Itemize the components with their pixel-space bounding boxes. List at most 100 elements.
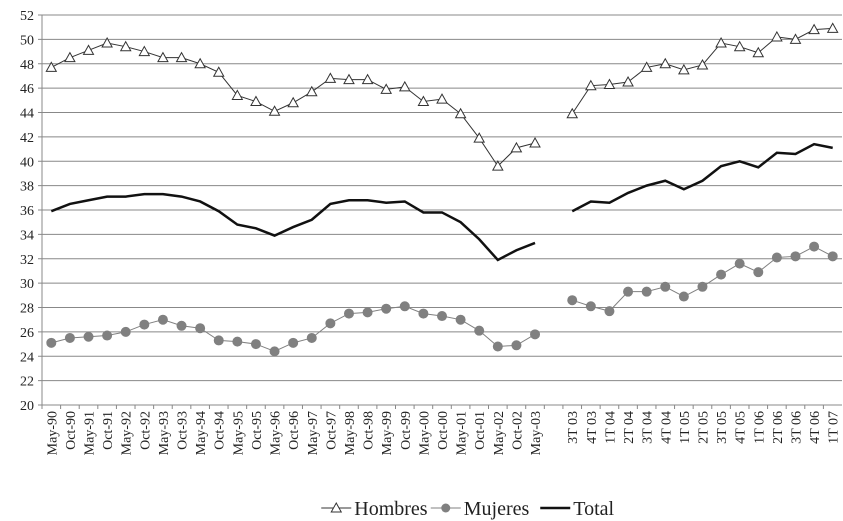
legend-marker bbox=[330, 501, 343, 513]
marker bbox=[492, 341, 503, 352]
x-tick-label: 3T 06 bbox=[789, 411, 804, 444]
marker bbox=[361, 73, 374, 85]
legend-label: Mujeres bbox=[464, 498, 530, 520]
marker bbox=[157, 51, 169, 63]
marker bbox=[176, 320, 187, 331]
y-tick-label: 24 bbox=[20, 350, 34, 365]
marker bbox=[530, 329, 541, 340]
x-tick-label: May-96 bbox=[269, 411, 284, 455]
x-tick-label: May-90 bbox=[45, 411, 60, 455]
x-tick-label: 3T 03 bbox=[566, 411, 581, 444]
marker bbox=[83, 331, 94, 342]
marker bbox=[696, 58, 709, 70]
x-tick-label: Oct-91 bbox=[101, 411, 116, 450]
x-tick-label: Oct-94 bbox=[213, 411, 228, 450]
x-tick-label: 1T 06 bbox=[752, 411, 767, 444]
y-tick-label: 38 bbox=[20, 180, 34, 195]
y-tick-label: 48 bbox=[20, 58, 34, 73]
marker bbox=[45, 61, 58, 72]
x-tick-label: 1T 04 bbox=[603, 411, 618, 444]
y-tick-label: 50 bbox=[20, 33, 34, 48]
y-tick-label: 40 bbox=[20, 155, 34, 170]
marker bbox=[771, 30, 783, 42]
y-tick-label: 20 bbox=[20, 399, 34, 414]
marker bbox=[753, 267, 764, 278]
x-tick-label: May-97 bbox=[306, 411, 321, 455]
x-tick-label: 4T 05 bbox=[734, 411, 749, 444]
x-tick-label: 4T 03 bbox=[585, 411, 600, 444]
marker bbox=[362, 307, 373, 318]
series-line bbox=[51, 245, 833, 352]
marker bbox=[418, 308, 429, 319]
x-tick-label: 4T 06 bbox=[808, 411, 823, 444]
marker bbox=[194, 57, 206, 69]
marker bbox=[603, 78, 616, 89]
marker bbox=[474, 325, 485, 336]
marker bbox=[640, 61, 653, 72]
y-tick-label: 42 bbox=[20, 131, 34, 146]
x-tick-label: May-00 bbox=[417, 411, 432, 455]
marker bbox=[325, 318, 336, 329]
x-tick-label: 1T 07 bbox=[827, 411, 842, 444]
marker bbox=[46, 337, 57, 348]
legend-label: Total bbox=[573, 498, 614, 520]
x-tick-label: Oct-99 bbox=[399, 411, 414, 450]
marker bbox=[175, 51, 188, 63]
marker bbox=[789, 33, 802, 44]
x-tick-label: Oct-97 bbox=[324, 411, 339, 450]
y-tick-label: 44 bbox=[20, 107, 34, 122]
marker bbox=[827, 251, 838, 262]
marker bbox=[324, 72, 337, 83]
x-tick-label: Oct-01 bbox=[473, 411, 488, 450]
x-tick-label: Oct-98 bbox=[362, 411, 377, 450]
marker bbox=[231, 89, 244, 100]
x-tick-label: Oct-95 bbox=[250, 411, 265, 450]
marker bbox=[82, 44, 95, 55]
x-tick-label: May-94 bbox=[194, 411, 209, 455]
x-tick-label: Oct-92 bbox=[138, 411, 153, 450]
y-tick-label: 30 bbox=[20, 277, 34, 292]
marker bbox=[715, 37, 727, 48]
marker bbox=[343, 73, 355, 85]
marker bbox=[641, 286, 652, 297]
x-tick-label: 2T 06 bbox=[771, 411, 786, 444]
x-tick-label: May-95 bbox=[231, 411, 246, 455]
x-tick-label: Oct-00 bbox=[436, 411, 451, 450]
x-tick-label: 3T 05 bbox=[715, 411, 730, 444]
x-tick-label: May-02 bbox=[492, 411, 507, 455]
marker bbox=[678, 63, 690, 75]
marker bbox=[529, 136, 541, 148]
marker bbox=[138, 45, 151, 57]
x-tick-label: Oct-90 bbox=[64, 411, 79, 450]
marker bbox=[417, 95, 430, 107]
marker bbox=[119, 40, 132, 52]
x-tick-label: May-93 bbox=[157, 411, 172, 455]
marker bbox=[101, 37, 113, 48]
y-tick-label: 46 bbox=[20, 82, 34, 97]
x-tick-label: May-03 bbox=[529, 411, 544, 455]
x-tick-label: May-99 bbox=[380, 411, 395, 455]
marker bbox=[120, 326, 131, 337]
x-tick-label: May-98 bbox=[343, 411, 358, 455]
marker bbox=[660, 281, 671, 292]
marker bbox=[473, 132, 486, 143]
x-tick-label: 4T 04 bbox=[659, 411, 674, 444]
x-tick-label: May-01 bbox=[455, 411, 470, 455]
marker bbox=[213, 335, 224, 346]
y-tick-label: 26 bbox=[20, 326, 34, 341]
marker bbox=[287, 96, 300, 108]
x-tick-label: 3T 04 bbox=[641, 411, 656, 444]
y-tick-label: 52 bbox=[20, 9, 34, 24]
marker bbox=[697, 281, 708, 292]
x-tick-label: Oct-93 bbox=[176, 411, 191, 450]
marker bbox=[567, 295, 578, 306]
marker bbox=[716, 269, 727, 280]
marker bbox=[455, 314, 466, 325]
y-tick-label: 32 bbox=[20, 253, 34, 268]
marker bbox=[454, 107, 467, 119]
marker bbox=[734, 258, 745, 269]
marker bbox=[678, 291, 689, 302]
marker bbox=[584, 79, 597, 91]
marker bbox=[809, 241, 820, 252]
y-tick-label: 28 bbox=[20, 302, 34, 317]
